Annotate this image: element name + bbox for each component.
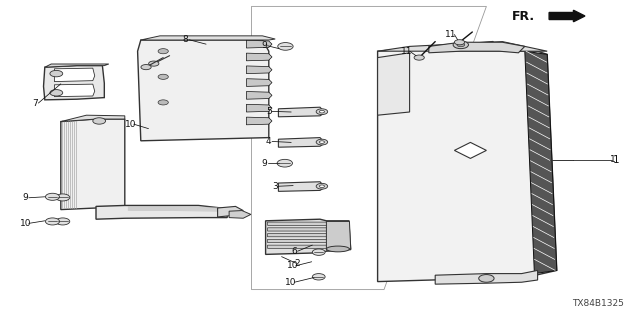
Polygon shape [54,68,95,82]
Polygon shape [326,221,351,250]
Polygon shape [268,239,349,243]
Circle shape [148,61,159,66]
Polygon shape [218,206,243,217]
Polygon shape [454,142,486,158]
Polygon shape [268,228,349,231]
Circle shape [312,274,325,280]
Text: 11: 11 [401,47,412,56]
Text: 7: 7 [33,99,38,108]
Polygon shape [278,182,325,191]
Text: 4: 4 [266,137,271,146]
Polygon shape [378,53,410,115]
Text: 10: 10 [20,219,31,228]
Text: 11: 11 [445,30,457,39]
Circle shape [277,159,292,167]
Polygon shape [246,53,272,61]
Polygon shape [268,245,349,248]
Polygon shape [268,222,349,225]
Text: 3: 3 [273,182,278,191]
Circle shape [319,185,324,188]
Text: FR.: FR. [512,10,535,22]
Polygon shape [229,211,251,218]
Polygon shape [96,205,227,219]
Polygon shape [141,36,275,40]
Polygon shape [435,270,538,284]
Text: 8: 8 [183,35,188,44]
Circle shape [278,43,293,50]
Circle shape [316,139,328,145]
Circle shape [316,183,328,189]
Polygon shape [246,79,272,86]
Polygon shape [61,119,125,210]
FancyArrow shape [549,10,585,22]
Polygon shape [54,84,95,97]
Circle shape [319,110,324,113]
Text: 9: 9 [262,41,267,50]
Polygon shape [525,51,557,274]
Text: 2: 2 [294,259,300,268]
Polygon shape [138,40,269,141]
Polygon shape [268,234,349,237]
Text: 5: 5 [266,107,271,116]
Circle shape [158,100,168,105]
Ellipse shape [326,246,349,252]
Polygon shape [378,42,557,282]
Polygon shape [246,92,272,99]
Text: 10: 10 [287,261,299,270]
Text: TX84B1325: TX84B1325 [572,299,624,308]
Polygon shape [278,138,325,147]
Circle shape [45,193,60,200]
Circle shape [414,55,424,60]
Polygon shape [246,117,272,125]
Text: 9: 9 [262,159,267,168]
Circle shape [312,249,325,255]
Text: 10: 10 [285,278,297,287]
Circle shape [479,275,494,282]
Circle shape [50,70,63,77]
Circle shape [316,109,328,115]
Circle shape [453,41,468,49]
Text: 9: 9 [23,193,28,202]
Circle shape [45,218,60,225]
Polygon shape [246,66,272,74]
Polygon shape [266,219,351,254]
Text: 10: 10 [125,120,136,129]
Circle shape [158,49,168,54]
Circle shape [56,194,70,201]
Circle shape [454,40,465,45]
Polygon shape [246,104,272,112]
Circle shape [141,65,151,70]
Circle shape [319,141,324,143]
Polygon shape [429,42,525,53]
Circle shape [457,43,465,47]
Circle shape [158,74,168,79]
Polygon shape [45,64,109,67]
Polygon shape [44,66,104,100]
Text: 6: 6 [292,247,297,256]
Text: 1: 1 [611,156,616,164]
Circle shape [93,118,106,124]
Polygon shape [61,115,125,122]
Polygon shape [278,107,325,117]
Polygon shape [378,42,547,51]
Circle shape [56,218,70,225]
Text: 1: 1 [613,155,620,165]
Circle shape [50,90,63,96]
Polygon shape [246,40,272,48]
